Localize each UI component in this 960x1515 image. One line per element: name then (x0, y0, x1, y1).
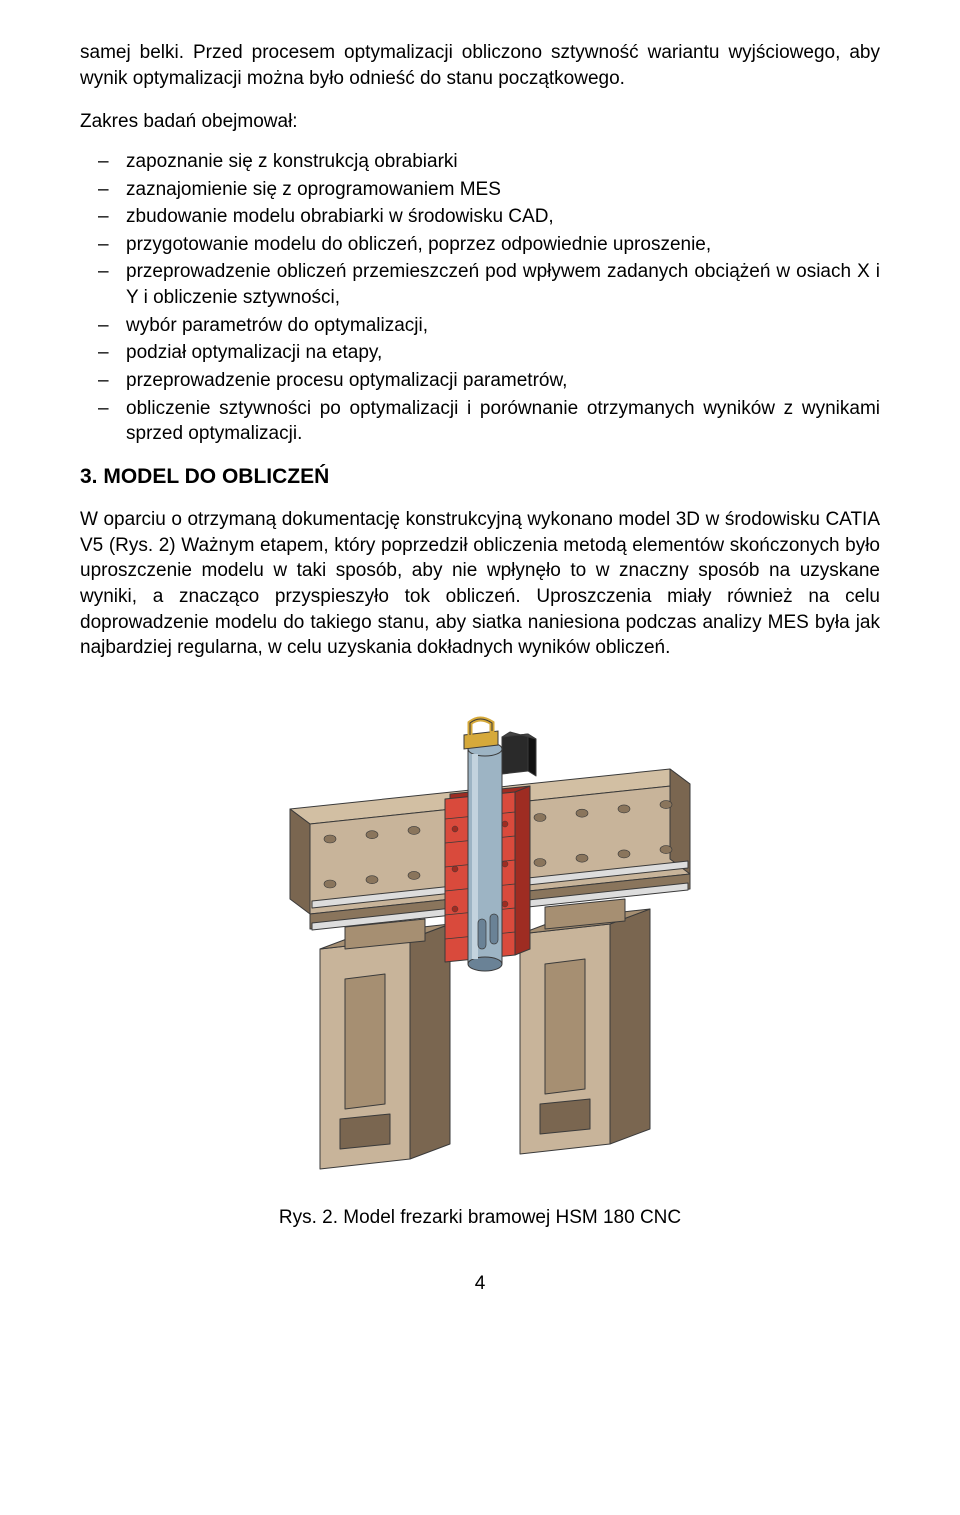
section-heading: 3. MODEL DO OBLICZEŃ (80, 465, 880, 489)
paragraph-intro-continuation: samej belki. Przed procesem optymalizacj… (80, 40, 880, 91)
list-item: obliczenie sztywności po optymalizacji i… (126, 396, 880, 447)
list-item: wybór parametrów do optymalizacji, (126, 313, 880, 339)
list-item: przeprowadzenie procesu optymalizacji pa… (126, 368, 880, 394)
list-item: przeprowadzenie obliczeń przemieszczeń p… (126, 259, 880, 310)
scope-intro: Zakres badań obejmował: (80, 109, 880, 135)
list-item: zaznajomienie się z oprogramowaniem MES (126, 177, 880, 203)
list-item: zbudowanie modelu obrabiarki w środowisk… (126, 204, 880, 230)
machine-model-illustration (250, 679, 710, 1179)
scope-list: zapoznanie się z konstrukcją obrabiarki … (80, 149, 880, 447)
paragraph-model: W oparciu o otrzymaną dokumentację konst… (80, 507, 880, 661)
figure-container: Rys. 2. Model frezarki bramowej HSM 180 … (80, 679, 880, 1229)
list-item: przygotowanie modelu do obliczeń, poprze… (126, 232, 880, 258)
figure-caption: Rys. 2. Model frezarki bramowej HSM 180 … (80, 1207, 880, 1229)
page-number: 4 (80, 1273, 880, 1295)
list-item: zapoznanie się z konstrukcją obrabiarki (126, 149, 880, 175)
list-item: podział optymalizacji na etapy, (126, 340, 880, 366)
